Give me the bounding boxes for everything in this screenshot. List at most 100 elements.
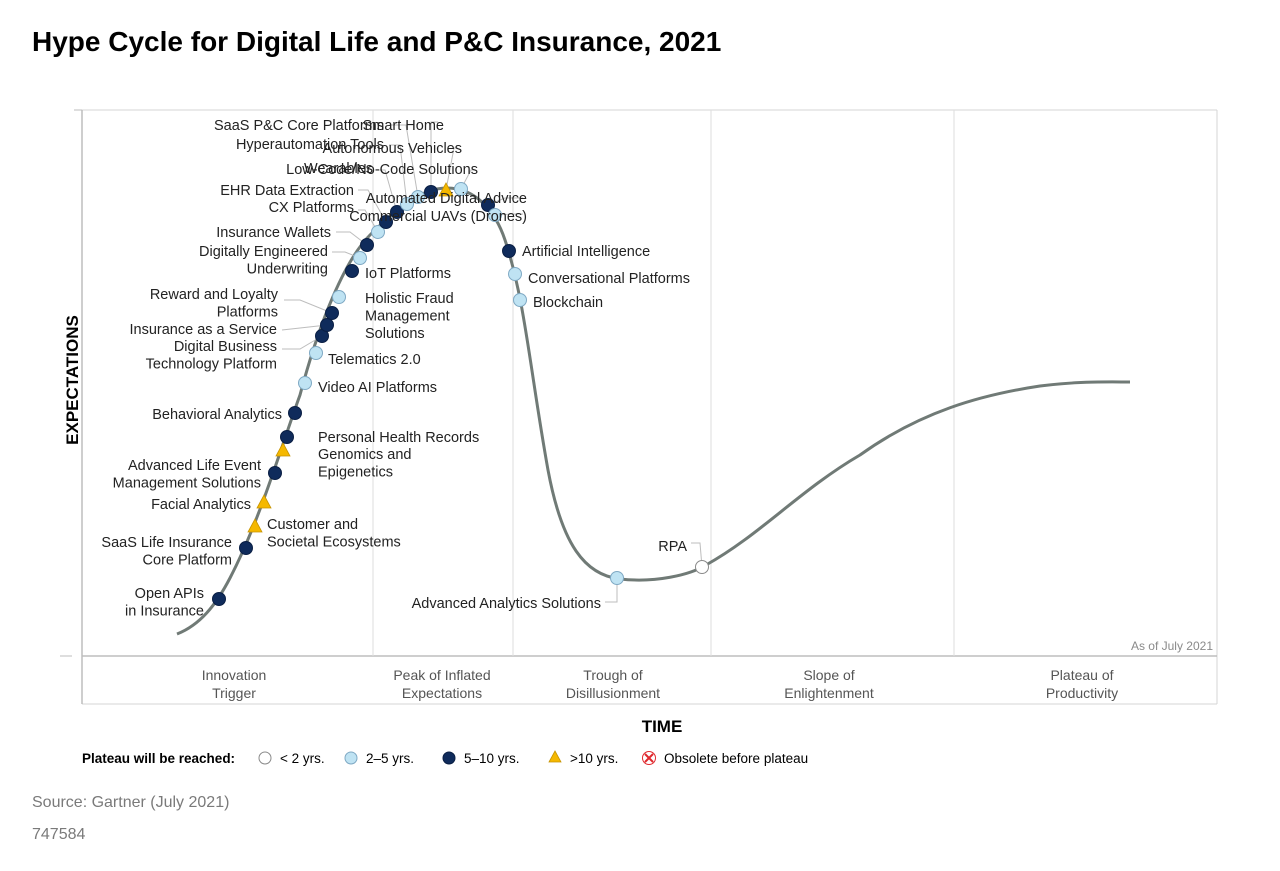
label-saas-life-insurance-core-platform: Core Platform (143, 553, 232, 569)
phase-label: Trough of (583, 667, 643, 683)
label-customer-and-societal-ecosystems: Societal Ecosystems (267, 535, 401, 551)
leader-autonomous-vehicles (445, 147, 458, 191)
legend-gt10-icon (548, 750, 562, 763)
marker-insurance-wallets[interactable] (360, 238, 374, 252)
label-rpa: RPA (658, 539, 687, 555)
phase-labels: Innovation Trigger Peak of Inflated Expecta… (202, 667, 1118, 701)
legend-gt10-label: >10 yrs. (570, 751, 618, 766)
phase-label: Peak of Inflated (393, 667, 490, 683)
label-digital-business-technology-platform: Technology Platform (146, 357, 277, 373)
as-of-label: As of July 2021 (1131, 639, 1213, 653)
legend-2to5-label: 2–5 yrs. (366, 751, 414, 766)
leader-low-code-no-code-solutions (460, 169, 474, 190)
label-artificial-intelligence: Artificial Intelligence (522, 244, 650, 260)
marker-saas-life-insurance-core-platform[interactable] (239, 541, 253, 555)
leader-wearables (378, 169, 398, 213)
phase-label: Plateau of (1050, 667, 1113, 683)
marker-insurance-as-a-service[interactable] (320, 318, 334, 332)
marker-genomics-and-epigenetics[interactable] (275, 442, 291, 457)
label-cx-platforms: CX Platforms (269, 200, 354, 216)
leader-cx-platforms (358, 209, 379, 233)
marker-facial-analytics[interactable] (256, 494, 272, 509)
marker-saas-p-c-core-platforms[interactable] (411, 190, 425, 204)
label-iot-platforms: IoT Platforms (365, 266, 451, 282)
label-holistic-fraud-management-solutions: Management (365, 309, 450, 325)
label-wearables: Wearables (304, 161, 373, 177)
marker-commercial-uavs-drones[interactable] (488, 208, 502, 222)
marker-holistic-fraud-management-solutions[interactable] (332, 290, 346, 304)
leader-hyperautomation-tools (389, 144, 408, 205)
label-genomics-and-epigenetics: Epigenetics (318, 465, 393, 481)
source-note: Source: Gartner (July 2021) (32, 794, 230, 811)
label-reward-and-loyalty-platforms: Platforms (217, 305, 278, 321)
label-saas-life-insurance-core-platform: SaaS Life Insurance (101, 535, 232, 551)
marker-iot-platforms[interactable] (345, 264, 359, 278)
legend-obsolete-label: Obsolete before plateau (664, 751, 808, 766)
marker-wearables[interactable] (390, 205, 404, 219)
label-digitally-engineered-underwriting: Digitally Engineered (199, 244, 328, 260)
marker-open-apis-in-insurance[interactable] (212, 592, 226, 606)
label-saas-p-c-core-platforms: SaaS P&C Core Platforms (214, 118, 384, 134)
marker-customer-and-societal-ecosystems[interactable] (247, 518, 263, 533)
label-autonomous-vehicles: Autonomous Vehicles (323, 141, 462, 157)
marker-ehr-data-extraction[interactable] (379, 215, 393, 229)
label-insurance-as-a-service: Insurance as a Service (130, 322, 278, 338)
legend-obsolete-icon (644, 753, 654, 763)
label-personal-health-records: Personal Health Records (318, 430, 479, 446)
marker-video-ai-platforms[interactable] (298, 376, 312, 390)
marker-telematics-2-0[interactable] (309, 346, 323, 360)
marker-personal-health-records[interactable] (280, 430, 294, 444)
marker-low-code-no-code-solutions[interactable] (454, 182, 468, 196)
marker-rpa[interactable] (695, 560, 709, 574)
label-automated-digital-advice: Automated Digital Advice (366, 191, 527, 207)
label-hyperautomation-tools: Hyperautomation Tools (236, 137, 384, 153)
label-customer-and-societal-ecosystems: Customer and (267, 517, 358, 533)
marker-digitally-engineered-underwriting[interactable] (353, 251, 367, 265)
marker-behavioral-analytics[interactable] (288, 406, 302, 420)
chart-title: Hype Cycle for Digital Life and P&C Insu… (32, 26, 722, 57)
marker-advanced-life-event-management-solutions[interactable] (268, 466, 282, 480)
marker-automated-digital-advice[interactable] (481, 198, 495, 212)
leader-rpa (691, 542, 703, 568)
marker-conversational-platforms[interactable] (508, 267, 522, 281)
label-advanced-analytics-solutions: Advanced Analytics Solutions (412, 596, 601, 612)
x-axis-label: TIME (642, 717, 683, 736)
label-conversational-platforms: Conversational Platforms (528, 271, 690, 287)
phase-label: Expectations (402, 685, 482, 701)
leader-reward-and-loyalty-platforms (284, 299, 333, 314)
marker-cx-platforms[interactable] (371, 225, 385, 239)
label-smart-home: Smart Home (363, 118, 444, 134)
label-advanced-life-event-management-solutions: Advanced Life Event (128, 458, 261, 474)
legend-5to10-icon (442, 751, 456, 765)
marker-reward-and-loyalty-platforms[interactable] (325, 306, 339, 320)
leader-digital-business-technology-platform (282, 335, 323, 350)
hype-curve (176, 186, 1131, 636)
chart-frame (60, 109, 1218, 705)
label-insurance-wallets: Insurance Wallets (216, 225, 331, 241)
label-low-code-no-code-solutions: Low-Code/No-Code Solutions (286, 162, 478, 178)
leader-saas-p-c-core-platforms (389, 124, 419, 198)
phase-label: Productivity (1046, 685, 1118, 701)
marker-hyperautomation-tools[interactable] (400, 197, 414, 211)
marker-blockchain[interactable] (513, 293, 527, 307)
technology-markers (212, 182, 709, 606)
label-telematics-2-0: Telematics 2.0 (328, 352, 421, 368)
label-blockchain: Blockchain (533, 295, 603, 311)
label-advanced-life-event-management-solutions: Management Solutions (113, 476, 261, 492)
legend-2to5-icon (344, 751, 358, 765)
label-ehr-data-extraction: EHR Data Extraction (220, 183, 354, 199)
leader-insurance-as-a-service (281, 324, 328, 331)
marker-artificial-intelligence[interactable] (502, 244, 516, 258)
legend-lt2-label: < 2 yrs. (280, 751, 325, 766)
phase-label: Innovation (202, 667, 267, 683)
y-axis-label: EXPECTATIONS (63, 315, 82, 445)
label-video-ai-platforms: Video AI Platforms (318, 380, 437, 396)
marker-autonomous-vehicles[interactable] (438, 182, 454, 197)
marker-advanced-analytics-solutions[interactable] (610, 571, 624, 585)
marker-smart-home[interactable] (424, 185, 438, 199)
label-open-apis-in-insurance: in Insurance (125, 604, 204, 620)
phase-label: Slope of (803, 667, 854, 683)
leader-advanced-analytics-solutions (605, 578, 618, 603)
label-digital-business-technology-platform: Digital Business (174, 339, 277, 355)
legend: Plateau will be reached: < 2 yrs. 2–5 yrs.… (82, 750, 808, 766)
